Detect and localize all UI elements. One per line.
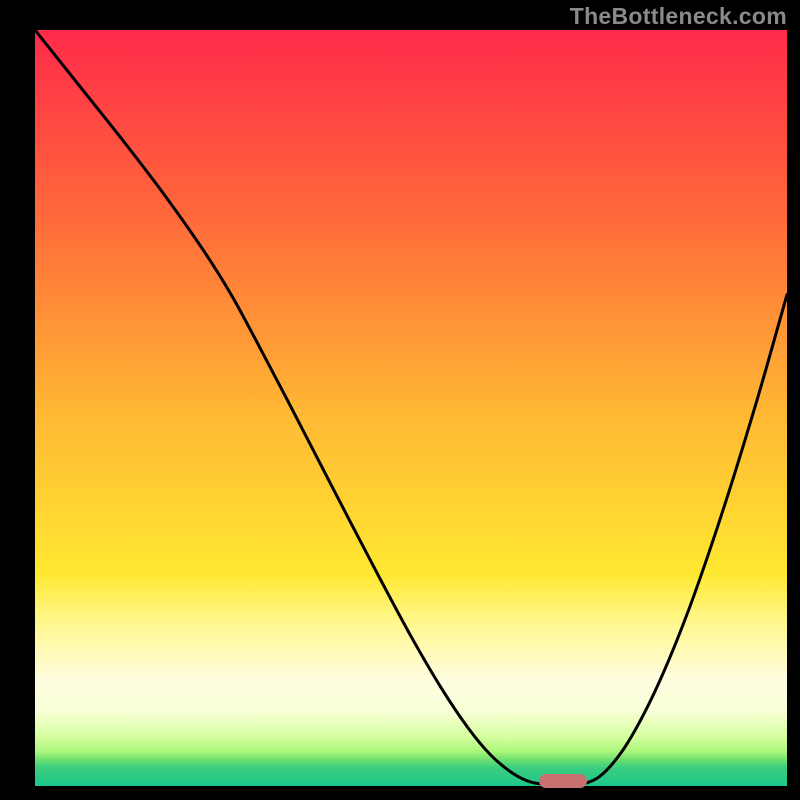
chart-curve xyxy=(35,30,787,786)
chart-curve-svg xyxy=(0,0,800,800)
watermark-text: TheBottleneck.com xyxy=(570,3,787,30)
optimal-marker xyxy=(539,774,587,788)
